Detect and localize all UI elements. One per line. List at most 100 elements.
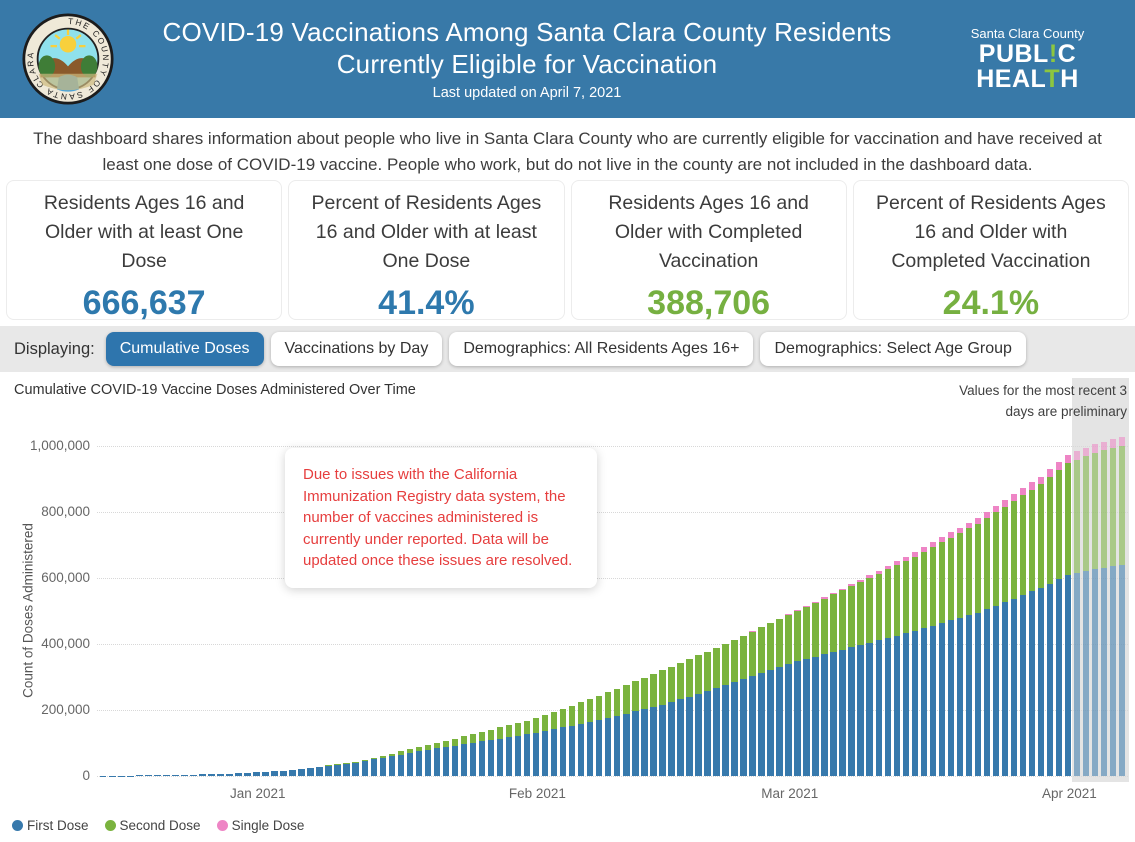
stacked-bar[interactable] [893,561,901,776]
stacked-bar[interactable] [208,774,215,776]
stacked-bar[interactable] [1073,451,1081,776]
stacked-bar[interactable] [550,711,558,776]
stacked-bar[interactable] [280,770,287,776]
stacked-bar[interactable] [424,745,432,776]
stacked-bar[interactable] [199,774,206,776]
stacked-bar[interactable] [505,725,513,776]
stacked-bar[interactable] [1037,476,1045,776]
stacked-bar[interactable] [532,718,540,776]
stacked-bar[interactable] [361,759,368,776]
stacked-bar[interactable] [469,734,477,776]
stacked-bar[interactable] [731,639,738,776]
stacked-bar[interactable] [388,753,396,776]
stacked-bar[interactable] [668,666,675,776]
stacked-bar[interactable] [541,715,549,776]
legend-item-first-dose[interactable]: First Dose [12,818,89,833]
stacked-bar[interactable] [614,688,621,776]
stacked-bar[interactable] [1064,455,1072,776]
stacked-bar[interactable] [523,720,531,776]
stacked-bar[interactable] [641,677,648,776]
stacked-bar[interactable] [1055,462,1063,776]
stacked-bar[interactable] [677,662,684,776]
stacked-bar[interactable] [181,774,188,776]
stacked-bar[interactable] [190,774,197,776]
stacked-bar[interactable] [415,747,423,776]
stacked-bar[interactable] [496,727,504,776]
stacked-bar[interactable] [352,761,359,776]
stacked-bar[interactable] [316,766,323,776]
stacked-bar[interactable] [1091,443,1099,776]
stacked-bar[interactable] [740,635,747,776]
stacked-bar[interactable] [145,775,152,776]
stacked-bar[interactable] [307,767,314,776]
stacked-bar[interactable] [1082,447,1090,776]
stacked-bar[interactable] [451,738,459,776]
stacked-bar[interactable] [433,742,441,776]
stacked-bar[interactable] [686,659,693,776]
legend-item-single-dose[interactable]: Single Dose [216,818,304,833]
stacked-bar[interactable] [442,740,450,776]
stacked-bar[interactable] [623,685,630,776]
stacked-bar[interactable] [722,644,729,776]
stacked-bar[interactable] [947,532,955,776]
stacked-bar[interactable] [767,622,774,776]
legend-item-second-dose[interactable]: Second Dose [104,818,201,833]
stacked-bar[interactable] [325,765,332,776]
stacked-bar[interactable] [992,505,1000,776]
stacked-bar[interactable] [577,702,585,776]
stacked-bar[interactable] [595,696,603,776]
stacked-bar[interactable] [568,705,576,776]
stacked-bar[interactable] [604,692,612,776]
stacked-bar[interactable] [920,547,928,776]
stacked-bar[interactable] [749,631,756,776]
stacked-bar[interactable] [298,768,305,776]
stacked-bar[interactable] [866,575,873,776]
stacked-bar[interactable] [217,773,224,776]
stacked-bar[interactable] [478,732,486,776]
stacked-bar[interactable] [794,610,801,776]
stacked-bar[interactable] [1028,482,1036,776]
stacked-bar[interactable] [1100,441,1108,776]
stacked-bar[interactable] [235,773,242,776]
stacked-bar[interactable] [803,605,810,776]
tab-demographics-all-residents[interactable]: Demographics: All Residents Ages 16+ [449,332,754,366]
stacked-bar[interactable] [154,775,161,776]
stacked-bar[interactable] [289,770,296,776]
stacked-bar[interactable] [253,772,260,776]
stacked-bar[interactable] [397,751,405,776]
stacked-bar[interactable] [379,755,387,776]
stacked-bar[interactable] [776,618,783,776]
stacked-bar[interactable] [172,774,179,776]
stacked-bar[interactable] [1001,500,1009,776]
stacked-bar[interactable] [163,775,170,776]
stacked-bar[interactable] [848,584,855,776]
stacked-bar[interactable] [586,699,594,776]
stacked-bar[interactable] [902,556,910,776]
stacked-bar[interactable] [983,511,991,776]
stacked-bar[interactable] [713,647,720,776]
stacked-bar[interactable] [938,537,946,776]
stacked-bar[interactable] [875,570,882,776]
stacked-bar[interactable] [929,542,937,776]
tab-vaccinations-by-day[interactable]: Vaccinations by Day [270,332,443,366]
stacked-bar[interactable] [758,627,765,776]
tab-cumulative-doses[interactable]: Cumulative Doses [105,332,264,366]
stacked-bar[interactable] [956,527,964,776]
stacked-bar[interactable] [334,764,341,776]
stacked-bar[interactable] [812,601,819,776]
stacked-bar[interactable] [650,674,657,776]
stacked-bar[interactable] [1046,469,1054,776]
stacked-bar[interactable] [704,651,711,776]
stacked-bar[interactable] [659,670,666,776]
stacked-bar[interactable] [262,771,269,776]
stacked-bar[interactable] [271,771,278,776]
stacked-bar[interactable] [1118,436,1126,776]
stacked-bar[interactable] [514,722,522,776]
stacked-bar[interactable] [839,588,846,776]
stacked-bar[interactable] [974,517,982,776]
stacked-bar[interactable] [821,597,828,776]
stacked-bar[interactable] [244,772,251,776]
stacked-bar[interactable] [370,757,377,776]
stacked-bar[interactable] [857,579,864,776]
stacked-bar[interactable] [406,749,414,776]
